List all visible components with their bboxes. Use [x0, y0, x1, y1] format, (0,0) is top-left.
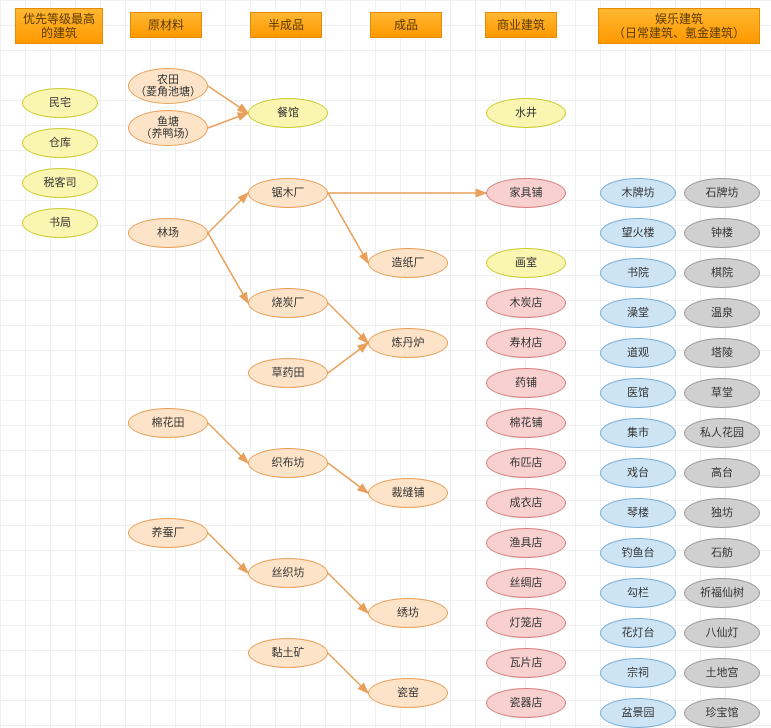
flow-node: 石舫: [684, 538, 760, 568]
flow-node: 瓦片店: [486, 648, 566, 678]
flow-node: 宗祠: [600, 658, 676, 688]
flow-node: 成衣店: [486, 488, 566, 518]
flow-node: 戏台: [600, 458, 676, 488]
flow-node: 钟楼: [684, 218, 760, 248]
flow-edge: [328, 463, 368, 493]
flow-node: 八仙灯: [684, 618, 760, 648]
flow-node: 丝绸店: [486, 568, 566, 598]
flow-node: 棉花田: [128, 408, 208, 438]
flow-edge: [328, 343, 368, 373]
flow-node: 裁缝铺: [368, 478, 448, 508]
flow-node: 草堂: [684, 378, 760, 408]
flow-node: 塔陵: [684, 338, 760, 368]
flow-node: 棋院: [684, 258, 760, 288]
flow-node: 锯木厂: [248, 178, 328, 208]
flow-node: 药铺: [486, 368, 566, 398]
flow-edge: [328, 303, 368, 343]
flow-node: 仓库: [22, 128, 98, 158]
flow-edge: [328, 653, 368, 693]
flow-node: 瓷器店: [486, 688, 566, 718]
flow-edge: [208, 423, 248, 463]
flow-node: 画室: [486, 248, 566, 278]
flow-node: 书局: [22, 208, 98, 238]
flow-node: 税客司: [22, 168, 98, 198]
column-header: 原材料: [130, 12, 202, 38]
flow-node: 渔具店: [486, 528, 566, 558]
flow-edge: [208, 86, 248, 113]
flow-node: 盆景园: [600, 698, 676, 728]
column-header: 优先等级最高 的建筑: [15, 8, 103, 44]
flow-node: 棉花铺: [486, 408, 566, 438]
flow-node: 鱼塘 （养鸭场）: [128, 110, 208, 146]
column-header: 半成品: [250, 12, 322, 38]
flow-node: 私人花园: [684, 418, 760, 448]
flow-node: 民宅: [22, 88, 98, 118]
flow-node: 道观: [600, 338, 676, 368]
flow-node: 造纸厂: [368, 248, 448, 278]
flow-edge: [208, 233, 248, 303]
flow-edge: [328, 193, 368, 263]
column-header: 成品: [370, 12, 442, 38]
flow-node: 木牌坊: [600, 178, 676, 208]
flow-node: 灯笼店: [486, 608, 566, 638]
flow-node: 烧炭厂: [248, 288, 328, 318]
flow-node: 澡堂: [600, 298, 676, 328]
flow-node: 高台: [684, 458, 760, 488]
flow-node: 望火楼: [600, 218, 676, 248]
flow-edge: [208, 193, 248, 233]
flow-node: 家具铺: [486, 178, 566, 208]
flow-node: 餐馆: [248, 98, 328, 128]
flow-node: 温泉: [684, 298, 760, 328]
flow-edge: [328, 573, 368, 613]
column-header: 商业建筑: [485, 12, 557, 38]
flow-node: 草药田: [248, 358, 328, 388]
flow-edge: [208, 113, 248, 128]
flow-node: 林场: [128, 218, 208, 248]
flow-node: 书院: [600, 258, 676, 288]
flow-node: 土地宫: [684, 658, 760, 688]
flow-node: 花灯台: [600, 618, 676, 648]
flow-node: 医馆: [600, 378, 676, 408]
flow-node: 布匹店: [486, 448, 566, 478]
flow-node: 绣坊: [368, 598, 448, 628]
flow-node: 寿材店: [486, 328, 566, 358]
flow-node: 独坊: [684, 498, 760, 528]
flow-node: 集市: [600, 418, 676, 448]
flow-edge: [208, 533, 248, 573]
column-header: 娱乐建筑 （日常建筑、氪金建筑）: [598, 8, 760, 44]
flow-node: 祈福仙树: [684, 578, 760, 608]
flow-node: 黏土矿: [248, 638, 328, 668]
flow-node: 木炭店: [486, 288, 566, 318]
flow-node: 水井: [486, 98, 566, 128]
flow-node: 农田 （菱角池塘）: [128, 68, 208, 104]
flow-node: 琴楼: [600, 498, 676, 528]
flow-node: 织布坊: [248, 448, 328, 478]
flow-node: 炼丹炉: [368, 328, 448, 358]
flow-node: 珍宝馆: [684, 698, 760, 728]
flow-node: 瓷窑: [368, 678, 448, 708]
flow-node: 丝织坊: [248, 558, 328, 588]
flow-node: 石牌坊: [684, 178, 760, 208]
flow-node: 勾栏: [600, 578, 676, 608]
flow-node: 钓鱼台: [600, 538, 676, 568]
flow-node: 养蚕厂: [128, 518, 208, 548]
